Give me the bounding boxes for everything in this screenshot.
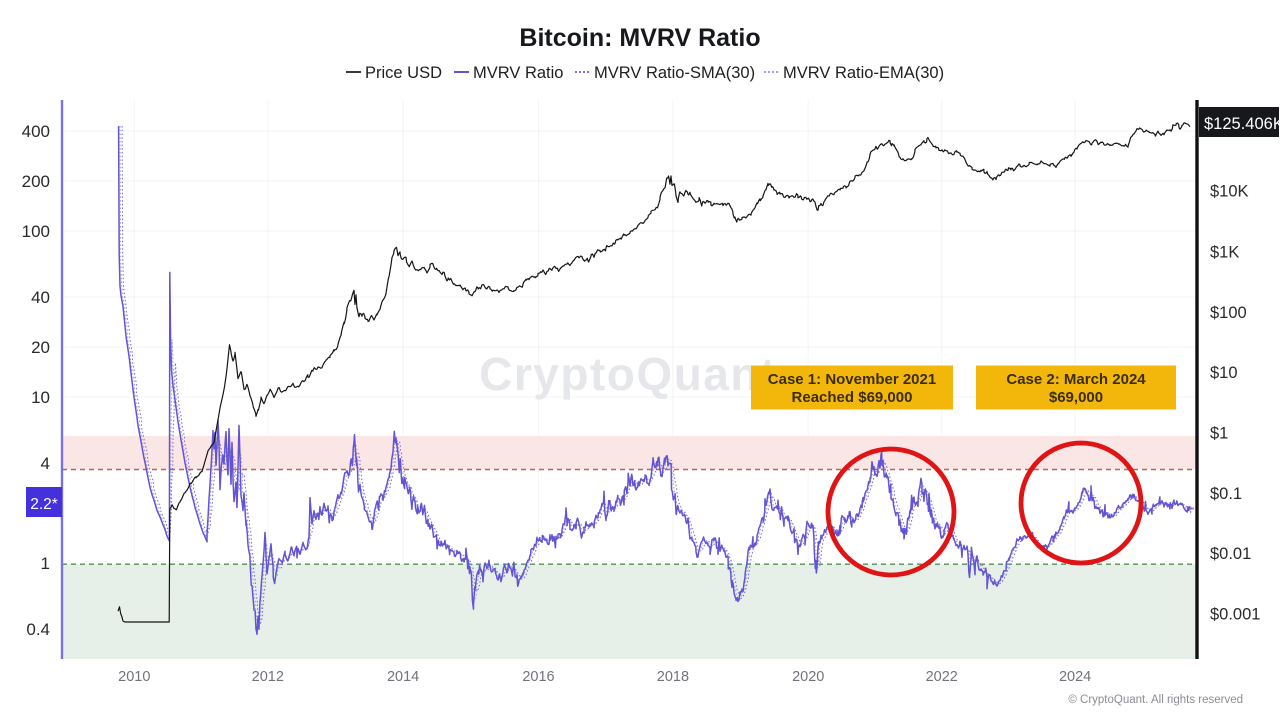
svg-text:4: 4	[41, 454, 50, 473]
svg-text:2010: 2010	[118, 669, 150, 685]
svg-text:40: 40	[31, 288, 50, 307]
svg-text:$0.1: $0.1	[1210, 485, 1242, 503]
svg-text:2022: 2022	[926, 669, 958, 685]
svg-text:$125.406K: $125.406K	[1204, 115, 1280, 133]
svg-text:$0.001: $0.001	[1210, 605, 1260, 623]
svg-text:1: 1	[41, 554, 50, 573]
svg-text:0.4: 0.4	[26, 620, 50, 639]
svg-text:$100: $100	[1210, 304, 1247, 322]
svg-text:MVRV Ratio: MVRV Ratio	[473, 64, 563, 82]
svg-text:2014: 2014	[387, 669, 419, 685]
svg-text:$1: $1	[1210, 425, 1228, 443]
svg-text:2024: 2024	[1059, 669, 1091, 685]
svg-text:Bitcoin: MVRV Ratio: Bitcoin: MVRV Ratio	[519, 24, 760, 52]
svg-text:200: 200	[22, 172, 50, 191]
svg-text:$0.01: $0.01	[1210, 545, 1251, 563]
svg-text:Price USD: Price USD	[365, 64, 442, 82]
svg-text:20: 20	[31, 338, 50, 357]
svg-text:400: 400	[22, 122, 50, 141]
svg-text:Case 2: March 2024: Case 2: March 2024	[1006, 371, 1146, 388]
svg-text:2.2*: 2.2*	[30, 496, 58, 513]
svg-text:MVRV Ratio-SMA(30): MVRV Ratio-SMA(30)	[594, 64, 755, 82]
svg-text:$10K: $10K	[1210, 183, 1249, 201]
svg-text:$10: $10	[1210, 364, 1238, 382]
svg-text:2018: 2018	[657, 669, 689, 685]
svg-text:100: 100	[22, 222, 50, 241]
svg-text:MVRV Ratio-EMA(30): MVRV Ratio-EMA(30)	[783, 64, 944, 82]
svg-text:10: 10	[31, 388, 50, 407]
svg-text:Case 1: November 2021: Case 1: November 2021	[768, 371, 936, 388]
svg-text:© CryptoQuant. All rights rese: © CryptoQuant. All rights reserved	[1068, 694, 1243, 706]
svg-text:2020: 2020	[792, 669, 824, 685]
svg-text:2012: 2012	[252, 669, 284, 685]
svg-text:$69,000: $69,000	[1049, 389, 1103, 406]
svg-text:$1K: $1K	[1210, 244, 1239, 262]
svg-text:2016: 2016	[522, 669, 554, 685]
svg-text:Reached $69,000: Reached $69,000	[792, 389, 913, 406]
svg-text:CryptoQuant: CryptoQuant	[479, 348, 777, 400]
